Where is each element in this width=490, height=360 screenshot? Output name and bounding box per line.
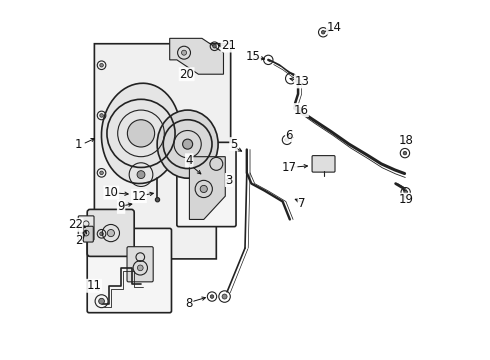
Text: 12: 12 — [131, 190, 147, 203]
Text: 15: 15 — [245, 50, 260, 63]
Circle shape — [127, 120, 155, 147]
Polygon shape — [170, 39, 223, 74]
Text: 7: 7 — [298, 197, 306, 210]
FancyBboxPatch shape — [78, 216, 94, 240]
Text: 10: 10 — [104, 186, 119, 199]
Circle shape — [137, 171, 145, 179]
Text: 9: 9 — [118, 201, 125, 213]
Circle shape — [107, 229, 115, 237]
Circle shape — [213, 44, 216, 48]
Text: 22: 22 — [68, 218, 83, 231]
Ellipse shape — [101, 83, 180, 184]
Text: 6: 6 — [286, 129, 293, 142]
Circle shape — [404, 190, 408, 194]
Circle shape — [403, 151, 407, 155]
FancyBboxPatch shape — [83, 226, 93, 242]
Text: 5: 5 — [230, 138, 237, 150]
Text: 3: 3 — [225, 174, 233, 186]
Circle shape — [285, 138, 289, 141]
Text: 1: 1 — [74, 138, 82, 150]
Text: 11: 11 — [87, 279, 101, 292]
Circle shape — [321, 31, 325, 34]
FancyBboxPatch shape — [312, 156, 335, 172]
Text: 21: 21 — [221, 39, 236, 52]
Text: 19: 19 — [398, 193, 414, 206]
Circle shape — [155, 198, 160, 202]
Polygon shape — [190, 157, 225, 220]
Circle shape — [100, 114, 103, 117]
Circle shape — [100, 63, 103, 67]
Text: 16: 16 — [294, 104, 308, 117]
Polygon shape — [95, 44, 231, 259]
FancyBboxPatch shape — [127, 247, 153, 282]
Circle shape — [100, 232, 103, 235]
Text: 13: 13 — [294, 75, 309, 88]
Circle shape — [181, 50, 187, 55]
Text: 14: 14 — [326, 21, 342, 34]
Circle shape — [183, 139, 193, 149]
Circle shape — [222, 294, 227, 299]
Circle shape — [100, 171, 103, 175]
Circle shape — [137, 265, 143, 271]
FancyBboxPatch shape — [87, 210, 134, 256]
Text: 17: 17 — [282, 161, 297, 174]
FancyBboxPatch shape — [177, 142, 236, 226]
Circle shape — [98, 298, 104, 304]
Text: 20: 20 — [179, 68, 194, 81]
FancyBboxPatch shape — [87, 228, 172, 313]
Circle shape — [200, 185, 207, 193]
Text: 2: 2 — [74, 234, 82, 247]
Circle shape — [210, 295, 214, 298]
Text: 8: 8 — [186, 297, 193, 310]
Text: 4: 4 — [186, 154, 193, 167]
Text: 18: 18 — [398, 134, 414, 147]
Ellipse shape — [157, 110, 218, 178]
